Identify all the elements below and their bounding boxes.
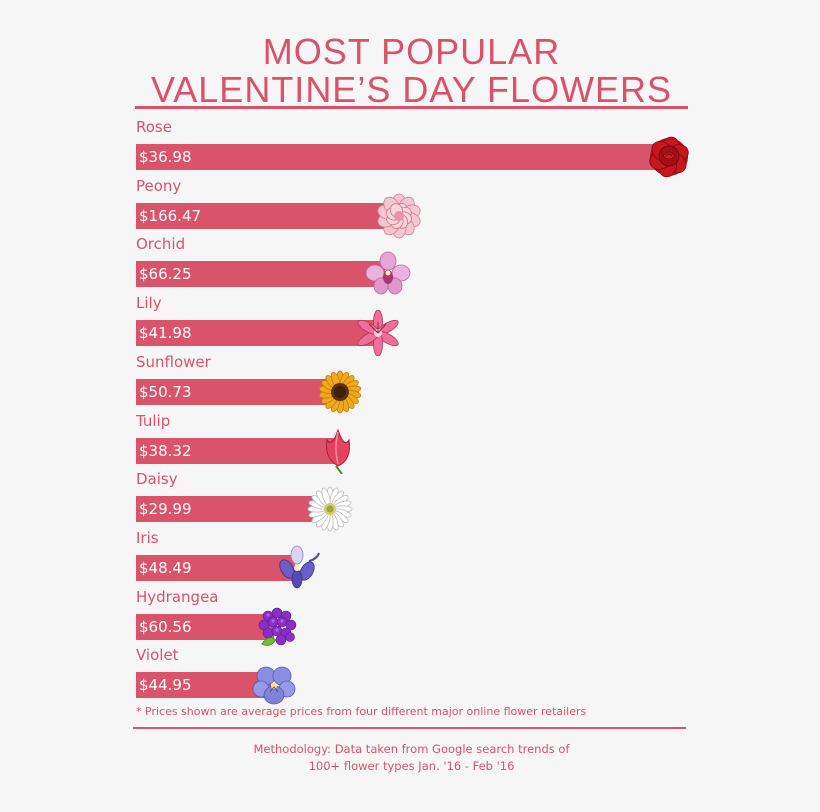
bottom-divider <box>133 727 686 729</box>
peony-icon <box>376 193 422 239</box>
chart-title: MOST POPULAR VALENTINE’S DAY FLOWERS <box>135 33 688 109</box>
top-divider <box>135 106 688 109</box>
value-label: $29.99 <box>139 500 192 519</box>
value-label: $44.95 <box>139 676 192 695</box>
chart-title-line-2: VALENTINE’S DAY FLOWERS <box>150 69 673 110</box>
violet-icon <box>251 662 297 708</box>
sunflower-icon <box>317 369 363 415</box>
methodology: Methodology: Data taken from Google sear… <box>135 741 688 775</box>
category-label: Sunflower <box>136 352 211 371</box>
bar <box>136 672 271 699</box>
chart-title-line-1: MOST POPULAR <box>262 31 561 72</box>
iris-icon <box>275 545 321 591</box>
category-label: Orchid <box>136 235 186 254</box>
value-label: $36.98 <box>139 148 192 166</box>
value-label: $66.25 <box>139 265 192 284</box>
daisy-icon <box>307 486 353 532</box>
bar <box>136 320 375 347</box>
bar <box>136 261 385 288</box>
category-label: Rose <box>136 118 172 136</box>
hydrangea-icon <box>254 604 300 650</box>
bar <box>136 437 335 464</box>
methodology-line-2: 100+ flower types Jan. '16 - Feb '16 <box>308 759 515 773</box>
category-label: Iris <box>136 528 159 547</box>
value-label: $166.47 <box>139 206 202 225</box>
category-label: Hydrangea <box>136 587 219 606</box>
category-label: Lily <box>136 294 162 313</box>
value-label: $48.49 <box>139 558 192 577</box>
value-label: $38.32 <box>139 441 192 460</box>
orchid-icon <box>365 251 411 297</box>
value-label: $50.73 <box>139 382 192 401</box>
rose-icon <box>646 134 692 180</box>
tulip-icon <box>315 427 361 475</box>
bar <box>136 378 337 405</box>
bar <box>136 496 327 523</box>
bar <box>136 554 295 581</box>
category-label: Peony <box>136 176 182 195</box>
lily-icon <box>355 309 401 357</box>
category-label: Violet <box>136 646 179 665</box>
bar <box>136 613 274 640</box>
value-label: $60.56 <box>139 617 192 636</box>
category-label: Daisy <box>136 470 178 489</box>
bar <box>136 144 666 170</box>
methodology-line-1: Methodology: Data taken from Google sear… <box>253 742 570 756</box>
bar <box>136 202 396 229</box>
value-label: $41.98 <box>139 324 192 343</box>
footnote: * Prices shown are average prices from f… <box>136 705 587 718</box>
category-label: Tulip <box>136 411 171 430</box>
